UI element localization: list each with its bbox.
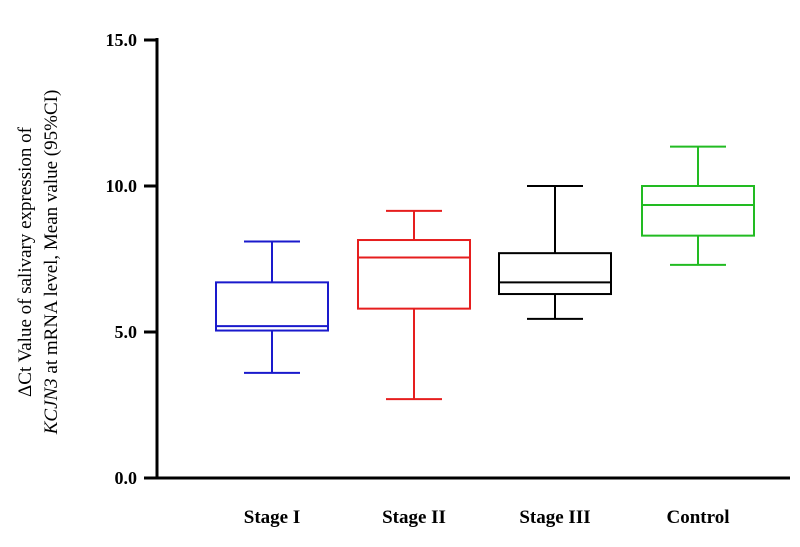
x-tick-label: Control [667, 507, 730, 528]
y-tick-label: 0.0 [115, 468, 138, 488]
y-axis-label-line1: ΔCt Value of salivary expression of [15, 126, 36, 397]
box-series [215, 145, 755, 401]
x-axis: Stage I Stage II Stage III Control [155, 476, 790, 528]
x-tick-label: Stage II [382, 507, 446, 528]
y-axis-label-line2: at mRNA level, Mean value (95%CI) [41, 90, 62, 379]
y-tick-label: 10.0 [106, 176, 138, 196]
y-tick-label: 5.0 [115, 322, 138, 342]
y-axis-label-gene: KCJN3 [41, 378, 62, 435]
iqr-box [498, 252, 612, 296]
box-3 [498, 185, 612, 320]
x-tick-label: Stage I [244, 507, 300, 528]
iqr-box [357, 239, 471, 310]
y-axis-label-2: KCJN3 at mRNA level, Mean value (95%CI) [41, 90, 62, 436]
box-1 [215, 240, 329, 374]
iqr-box [641, 185, 755, 237]
y-axis: 0.0 5.0 10.0 15.0 [106, 30, 159, 488]
y-axis-label: ΔCt Value of salivary expression of [15, 126, 36, 397]
box-4 [641, 145, 755, 266]
box-2 [357, 209, 471, 401]
y-tick-label: 15.0 [106, 30, 138, 50]
x-tick-label: Stage III [519, 507, 590, 528]
iqr-box [215, 281, 329, 332]
